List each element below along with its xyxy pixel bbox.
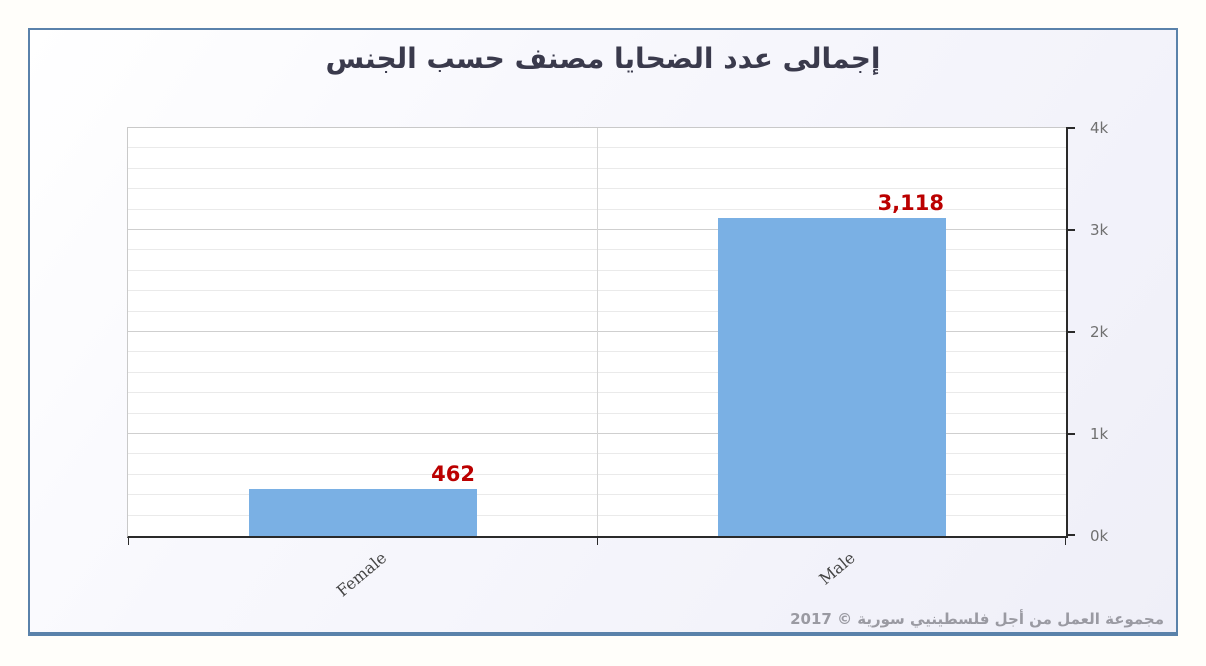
y-axis-tick bbox=[1066, 229, 1075, 231]
chart-title: إجمالى عدد الضحايا مصنف حسب الجنس bbox=[325, 42, 881, 75]
y-axis-tick-label: 1k bbox=[1090, 425, 1109, 443]
y-axis-tick-label: 0k bbox=[1090, 527, 1109, 545]
y-axis-tick bbox=[1066, 433, 1075, 435]
footer-credit: مجموعة العمل من أجل فلسطينيي سورية © 201… bbox=[790, 610, 1164, 628]
bar-female[interactable] bbox=[249, 489, 477, 536]
y-axis-tick-label: 3k bbox=[1090, 221, 1109, 239]
category-label-female: Female bbox=[332, 548, 390, 601]
chart-panel: إجمالى عدد الضحايا مصنف حسب الجنس 0k 1k 2k… bbox=[28, 28, 1178, 636]
y-axis-tick bbox=[1066, 534, 1075, 536]
bar-value-label: 3,118 bbox=[877, 191, 944, 215]
category-label-male: Male bbox=[815, 548, 859, 589]
category-separator-gridline bbox=[597, 128, 598, 536]
y-axis-tick bbox=[1066, 331, 1075, 333]
bar-value-label: 462 bbox=[431, 462, 475, 486]
x-axis-tick bbox=[597, 538, 598, 545]
y-axis-tick-label: 2k bbox=[1090, 323, 1109, 341]
y-axis-tick-label: 4k bbox=[1090, 119, 1109, 137]
plot-area: 0k 1k 2k 3k 4k 462 Female 3,118 Male bbox=[127, 119, 1108, 600]
x-axis-tick bbox=[128, 538, 129, 545]
bar-male[interactable] bbox=[718, 218, 946, 536]
y-axis-tick bbox=[1066, 127, 1075, 129]
x-axis-tick bbox=[1065, 538, 1066, 545]
